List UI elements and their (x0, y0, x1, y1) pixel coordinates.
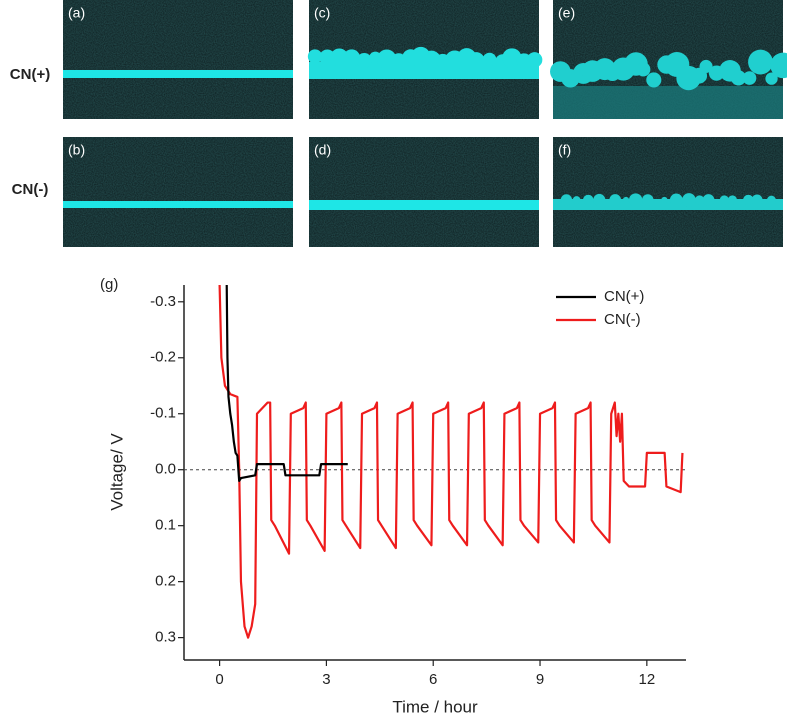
legend-label: CN(+) (604, 288, 644, 305)
micrograph: (d) (309, 137, 539, 247)
deposit (560, 194, 573, 206)
micrograph-noise (553, 137, 783, 247)
deposit (356, 53, 372, 69)
legend-label: CN(-) (604, 311, 641, 328)
deposit (751, 194, 763, 206)
substrate (553, 86, 783, 119)
cyan-layer (309, 200, 539, 210)
cyan-layer (63, 201, 293, 208)
series-line (218, 284, 684, 639)
row-label: CN(+) (10, 66, 50, 83)
deposit (669, 193, 683, 207)
row-label: CN(-) (12, 181, 49, 198)
deposit (526, 52, 543, 68)
panel-label: (b) (68, 142, 85, 158)
deposit (694, 195, 705, 205)
micrograph: (c) (307, 0, 543, 119)
panel-label: (e) (558, 5, 575, 21)
deposit (628, 193, 643, 207)
panel-label: (f) (558, 142, 571, 158)
deposit (330, 48, 349, 67)
micrograph: (a) (63, 0, 293, 119)
deposit (770, 52, 787, 79)
y-tick-label: 0.2 (155, 573, 176, 590)
deposit (572, 196, 581, 204)
x-axis-label: Time / hour (392, 697, 478, 716)
deposit (727, 195, 738, 205)
deposit (702, 194, 715, 206)
chart: (g) Time / hour Voltage/ V -0.3 -0.2 -0.1 0… (100, 276, 686, 716)
deposit (646, 72, 662, 88)
deposit (593, 193, 606, 207)
y-tick-label: 0.1 (155, 517, 176, 534)
deposit (765, 72, 778, 85)
deposit (636, 62, 651, 77)
deposit (661, 196, 668, 204)
panel-label: (d) (314, 142, 331, 158)
deposit (742, 71, 757, 85)
y-tick-label: -0.2 (150, 349, 176, 366)
micrograph: (b) (63, 137, 293, 247)
micrograph-noise (309, 137, 539, 247)
deposit (682, 193, 696, 207)
deposit (719, 195, 729, 205)
deposit (609, 194, 622, 206)
y-tick-label: 0.0 (155, 461, 176, 478)
deposit (422, 50, 441, 70)
deposit (730, 70, 747, 86)
micrograph-noise (63, 137, 293, 247)
series-line (225, 284, 348, 482)
deposit (467, 52, 485, 69)
cyan-layer (63, 70, 293, 78)
panel-label: (g) (100, 276, 118, 293)
deposit (622, 196, 630, 204)
x-tick-label: 3 (322, 671, 330, 688)
micrograph: (f) (553, 137, 783, 247)
deposit (482, 52, 497, 67)
deposit (343, 49, 361, 67)
x-tick-label: 9 (536, 671, 544, 688)
deposit (307, 49, 323, 64)
cyan-layer (553, 199, 783, 210)
y-tick-label: -0.3 (150, 293, 176, 310)
deposit (767, 195, 776, 205)
deposit (743, 194, 754, 206)
y-tick-label: 0.3 (155, 629, 176, 646)
x-tick-label: 0 (215, 671, 223, 688)
deposit (699, 59, 713, 74)
image-panels: CN(+) CN(-) (a) (c) (e) (b) (d) (f) (10, 0, 787, 247)
deposit (748, 49, 773, 75)
x-tick-label: 6 (429, 671, 437, 688)
y-axis-label: Voltage/ V (107, 433, 126, 511)
y-tick-label: -0.1 (150, 405, 176, 422)
deposit (642, 194, 654, 206)
deposit (582, 194, 594, 206)
panel-label: (a) (68, 5, 85, 21)
panel-label: (c) (314, 5, 330, 21)
micrograph-noise (63, 0, 293, 119)
x-tick-label: 12 (638, 671, 655, 688)
micrograph: (e) (550, 0, 787, 119)
